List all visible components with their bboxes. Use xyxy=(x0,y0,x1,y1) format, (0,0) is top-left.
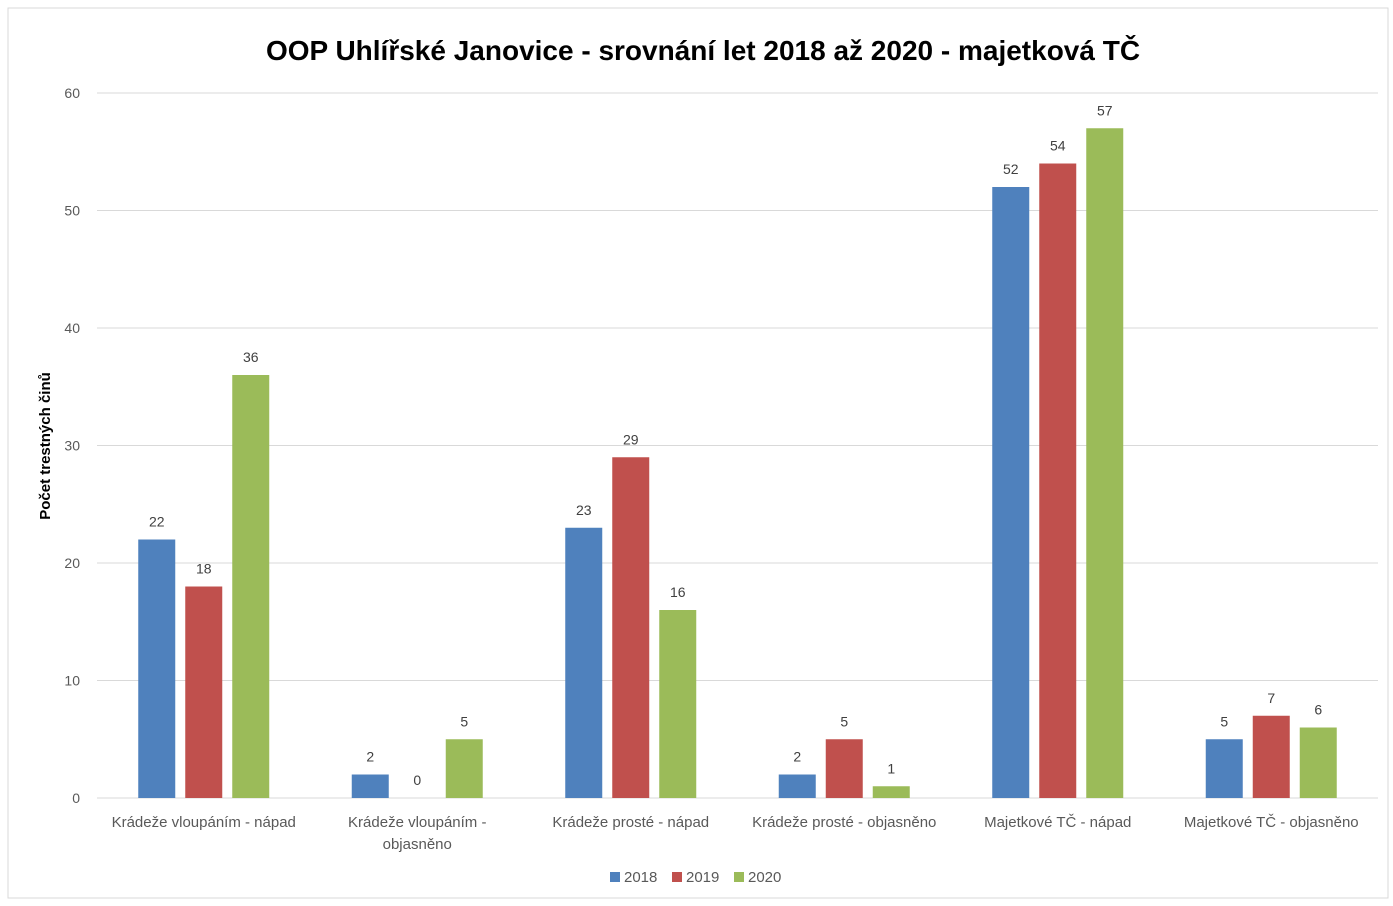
x-tick-label: Krádeže vloupáním - nápad xyxy=(112,814,296,831)
bar-2018 xyxy=(992,187,1030,798)
bar-2019 xyxy=(185,586,223,798)
x-tick-label: Krádeže prosté - objasněno xyxy=(752,814,936,831)
legend-swatch-2019 xyxy=(672,872,682,882)
y-tick-label: 10 xyxy=(64,673,80,689)
x-tick-label: objasněno xyxy=(383,836,452,853)
data-label: 0 xyxy=(413,772,421,788)
gridlines xyxy=(97,92,1378,799)
data-label: 54 xyxy=(1050,138,1066,154)
x-tick-label: Krádeže vloupáním - xyxy=(348,814,486,831)
x-tick-label: Krádeže prosté - nápad xyxy=(552,814,709,831)
x-tick-label: Majetkové TČ - nápad xyxy=(984,814,1131,831)
data-label: 22 xyxy=(149,514,165,530)
y-tick-label: 40 xyxy=(64,320,80,336)
data-label: 7 xyxy=(1267,690,1275,706)
bar-2018 xyxy=(778,774,816,798)
y-axis-title: Počet trestných činů xyxy=(37,372,54,520)
bar-2019 xyxy=(825,739,863,798)
legend-label: 2018 xyxy=(624,869,657,886)
bar-2018 xyxy=(351,774,389,798)
data-label: 2 xyxy=(793,749,801,765)
legend-swatch-2020 xyxy=(734,872,744,882)
data-label: 29 xyxy=(623,431,639,447)
data-label: 18 xyxy=(196,561,212,577)
bar-2019 xyxy=(612,457,650,798)
bar-2018 xyxy=(138,539,176,798)
bar-2019 xyxy=(1039,163,1077,798)
data-label: 57 xyxy=(1097,102,1113,118)
bar-2020 xyxy=(1299,727,1337,798)
bar-2020 xyxy=(659,610,697,798)
legend: 2018 2019 2020 xyxy=(610,869,781,886)
bar-2020 xyxy=(1086,128,1124,798)
bar-2019 xyxy=(1252,715,1290,798)
legend-swatch-2018 xyxy=(610,872,620,882)
bar-2020 xyxy=(445,739,483,798)
legend-label: 2020 xyxy=(748,869,781,886)
data-label: 6 xyxy=(1314,702,1322,718)
bar-2020 xyxy=(872,786,910,798)
bar-2018 xyxy=(1205,739,1243,798)
y-tick-label: 60 xyxy=(64,85,80,101)
data-label: 23 xyxy=(576,502,592,518)
data-label: 16 xyxy=(670,584,686,600)
bar-2018 xyxy=(565,527,603,798)
y-tick-label: 0 xyxy=(72,790,80,806)
x-axis-labels: Krádeže vloupáním - nápad Krádeže vloupán… xyxy=(112,814,1359,853)
bar-2020 xyxy=(232,375,270,798)
x-tick-label: Majetkové TČ - objasněno xyxy=(1184,814,1359,831)
data-label: 5 xyxy=(840,713,848,729)
data-label: 5 xyxy=(460,713,468,729)
y-tick-label: 50 xyxy=(64,203,80,219)
data-label: 2 xyxy=(366,749,374,765)
data-label: 52 xyxy=(1003,161,1019,177)
legend-label: 2019 xyxy=(686,869,719,886)
data-label: 36 xyxy=(243,349,259,365)
y-tick-label: 30 xyxy=(64,438,80,454)
data-label: 1 xyxy=(887,760,895,776)
bars xyxy=(138,128,1337,798)
y-axis-ticks: 0 10 20 30 40 50 60 xyxy=(64,85,80,806)
data-label: 5 xyxy=(1220,713,1228,729)
y-tick-label: 20 xyxy=(64,555,80,571)
chart-title: OOP Uhlířské Janovice - srovnání let 201… xyxy=(266,34,1140,66)
